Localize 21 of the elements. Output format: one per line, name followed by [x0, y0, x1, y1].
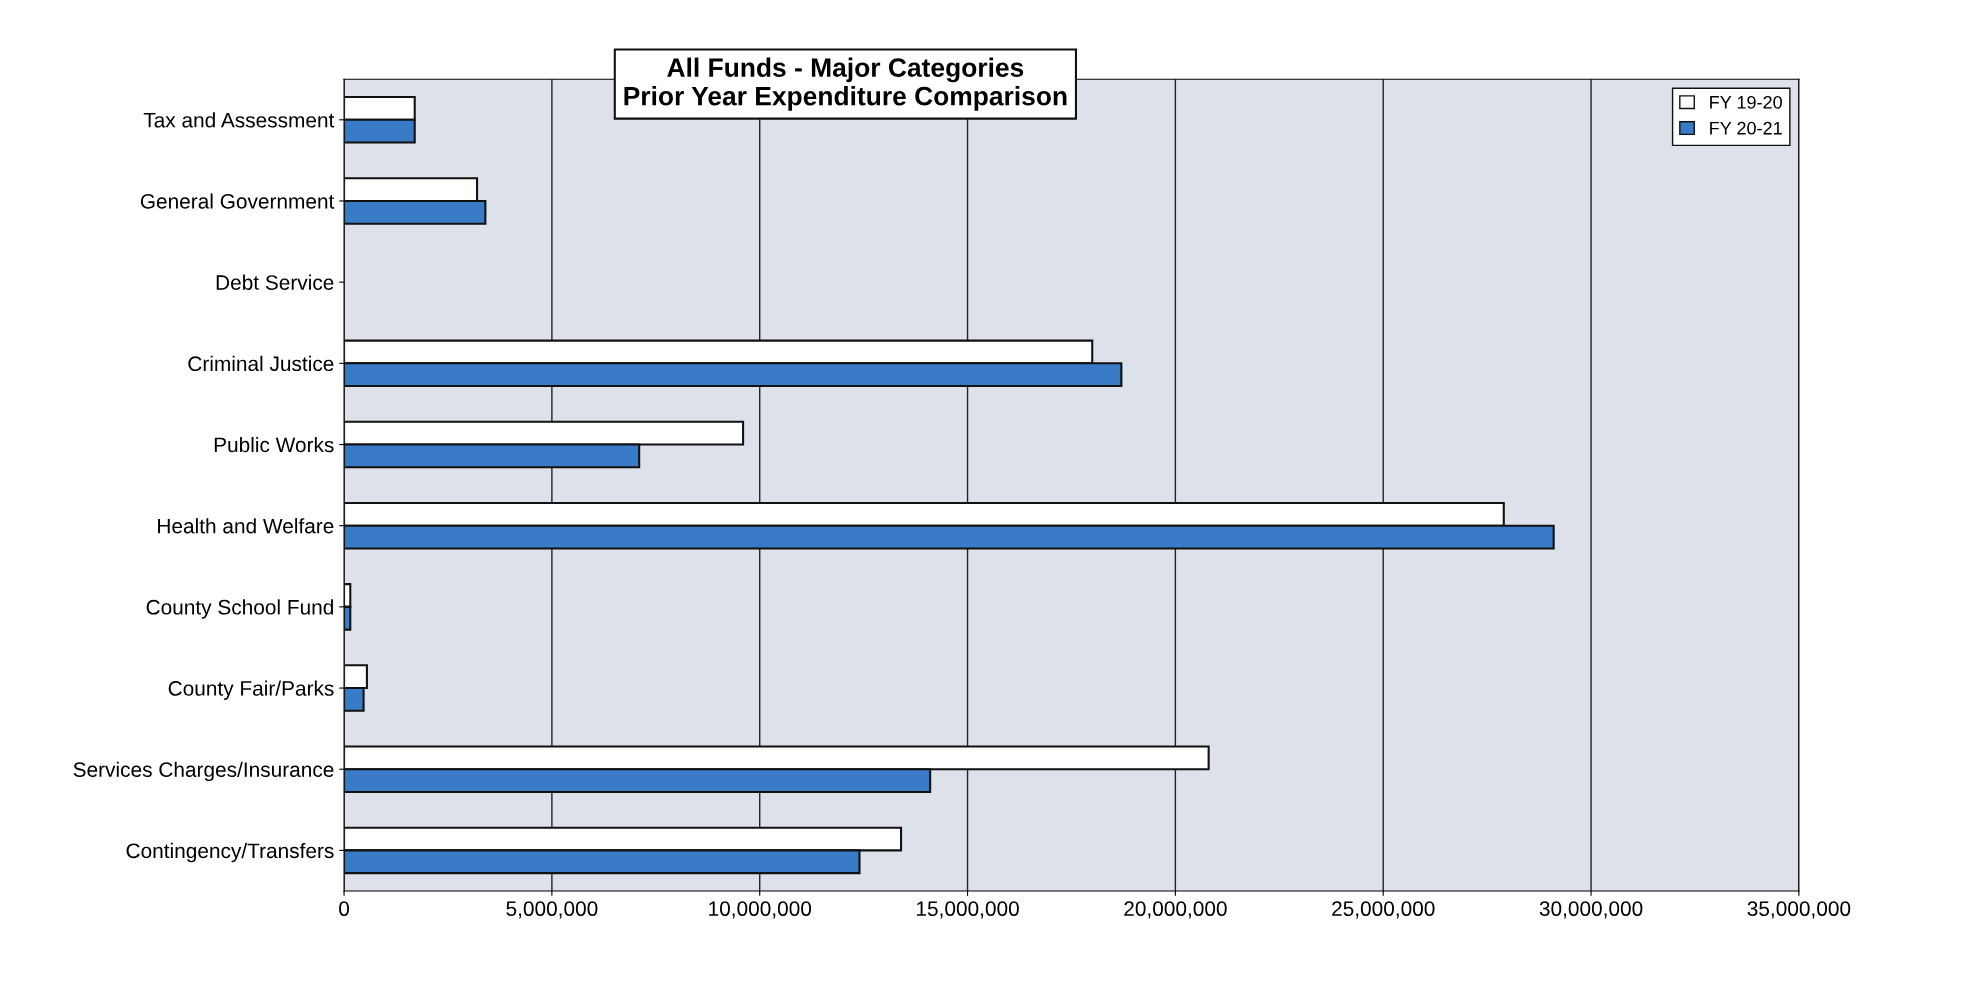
y-tick-label: Debt Service: [216, 274, 334, 290]
x-tick-label: 0: [339, 901, 350, 917]
y-tick-label: County Fair/Parks: [168, 680, 334, 700]
x-tick-label: 25,000,000: [1332, 901, 1435, 919]
y-tick-label: County School Fund: [146, 599, 333, 619]
x-tick-label: 30,000,000: [1539, 901, 1643, 919]
y-tick-label: Criminal Justice: [188, 355, 334, 372]
x-tick-label: 15,000,000: [917, 901, 1019, 919]
y-tick-label: Tax and Assessment: [143, 112, 335, 128]
legend-label: FY 20-21: [1710, 121, 1782, 135]
y-tick-label: Health and Welfare: [158, 518, 334, 534]
y-tick-label: Contingency/Transfers: [126, 842, 334, 863]
x-tick-label: 10,000,000: [709, 901, 812, 919]
chart-title: All Funds - Major Categories Prior Year Expenditure Comparison: [624, 57, 1067, 111]
legend-label: FY 19-20: [1710, 95, 1782, 109]
x-tick-label: 35,000,000: [1747, 901, 1851, 919]
y-tick-label: General Government: [140, 193, 335, 209]
y-tick-label: Public Works: [214, 436, 334, 453]
x-tick-label: 5,000,000: [506, 901, 598, 919]
y-tick-label: Services Charges/Insurance: [73, 761, 334, 782]
x-tick-label: 20,000,000: [1124, 901, 1227, 919]
